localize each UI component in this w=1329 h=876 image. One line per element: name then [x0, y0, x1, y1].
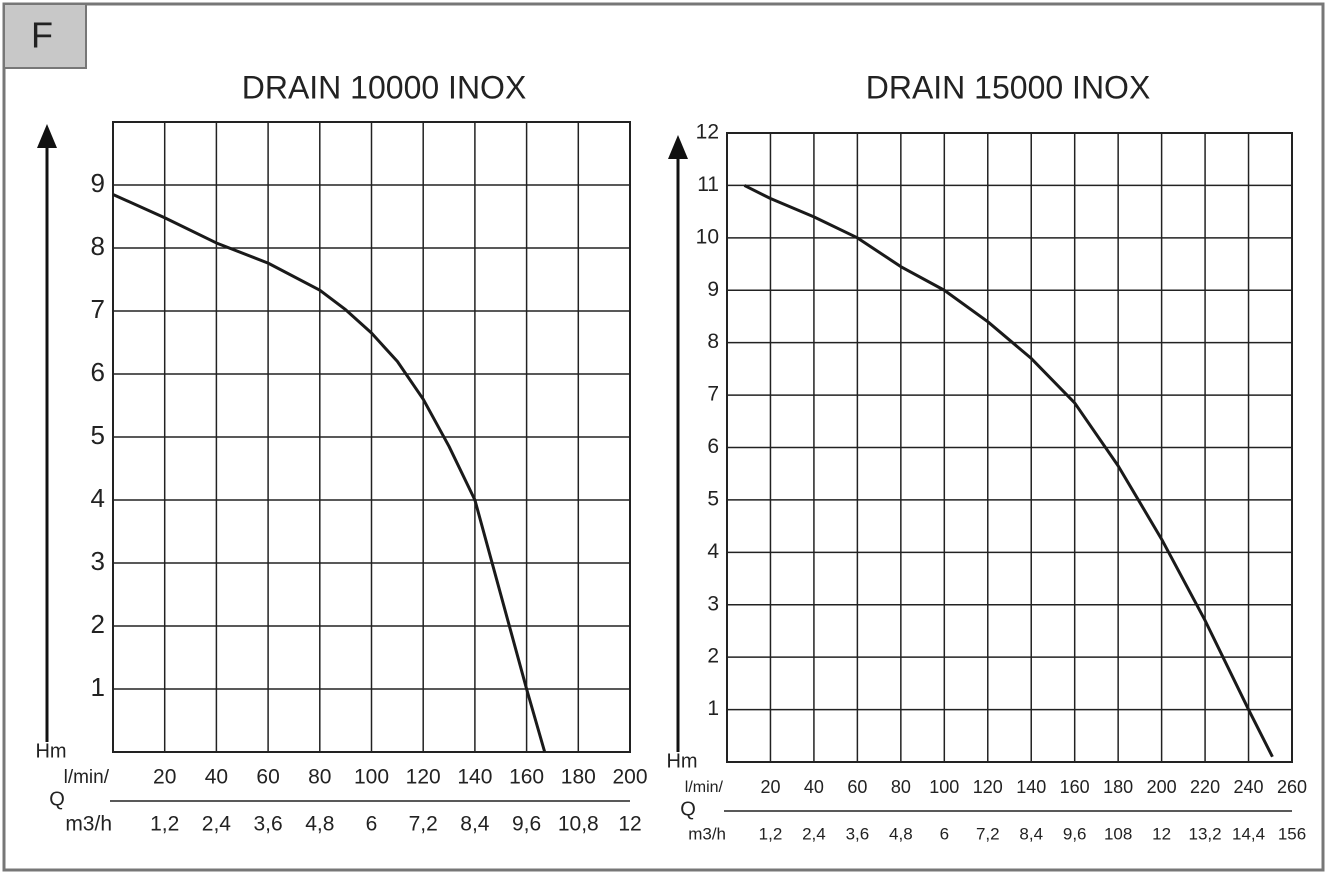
- x2-tick-label: 8,4: [1019, 824, 1043, 843]
- y-tick-label: 5: [707, 487, 719, 510]
- x-tick-label: 160: [1060, 777, 1090, 797]
- chart-title: DRAIN 15000 INOX: [866, 69, 1151, 105]
- x2-tick-label: 13,2: [1189, 824, 1222, 843]
- x2-tick-label: 9,6: [512, 813, 541, 836]
- x2-tick-label: 9,6: [1063, 824, 1087, 843]
- y-tick-label: 9: [91, 168, 105, 198]
- x-tick-label: 100: [354, 766, 389, 789]
- x2-tick-label: 12: [618, 813, 641, 836]
- x-tick-label: 80: [308, 766, 331, 789]
- y-tick-label: 10: [696, 225, 719, 248]
- x2-axis-label: m3/h: [65, 813, 112, 836]
- y-tick-label: 1: [707, 697, 719, 720]
- x2-tick-label: 7,2: [409, 813, 438, 836]
- y-tick-label: 6: [707, 435, 719, 458]
- x2-tick-label: 156: [1278, 824, 1306, 843]
- q-label: Q: [680, 798, 696, 820]
- x2-tick-label: 8,4: [460, 813, 490, 836]
- x-tick-label: 140: [1016, 777, 1046, 797]
- x-tick-label: 60: [256, 766, 279, 789]
- x-tick-label: 180: [1103, 777, 1133, 797]
- y-tick-label: 9: [707, 278, 719, 301]
- x-tick-label: 220: [1190, 777, 1220, 797]
- x-tick-label: 200: [612, 766, 647, 789]
- x2-axis-label: m3/h: [688, 824, 726, 843]
- x-tick-label: 40: [205, 766, 228, 789]
- x2-tick-label: 108: [1104, 824, 1132, 843]
- y-tick-label: 3: [91, 546, 105, 576]
- badge: F: [31, 15, 53, 56]
- y-tick-label: 7: [707, 383, 719, 406]
- y-arrow-head: [37, 124, 57, 148]
- x2-tick-label: 10,8: [558, 813, 599, 836]
- x2-tick-label: 2,4: [802, 824, 826, 843]
- x-axis-label: l/min/: [685, 779, 724, 796]
- x2-tick-label: 4,8: [889, 824, 913, 843]
- x2-tick-label: 3,6: [253, 813, 282, 836]
- x2-tick-label: 6: [366, 813, 378, 836]
- x-tick-label: 120: [973, 777, 1003, 797]
- x2-tick-label: 7,2: [976, 824, 1000, 843]
- x2-tick-label: 14,4: [1232, 824, 1265, 843]
- y-tick-label: 11: [697, 173, 719, 196]
- x-tick-label: 180: [561, 766, 596, 789]
- x-tick-label: 160: [509, 766, 544, 789]
- x2-tick-label: 12: [1152, 824, 1171, 843]
- y-tick-label: 4: [707, 540, 719, 563]
- x2-tick-label: 2,4: [202, 813, 232, 836]
- y-tick-label: 7: [91, 294, 105, 324]
- y-axis-label: Hm: [666, 750, 697, 772]
- curve: [743, 184, 1274, 758]
- chart-title: DRAIN 10000 INOX: [242, 69, 527, 105]
- x-tick-label: 200: [1147, 777, 1177, 797]
- y-tick-label: 6: [91, 357, 105, 387]
- x-tick-label: 40: [804, 777, 824, 797]
- y-tick-label: 2: [707, 645, 719, 668]
- x-tick-label: 240: [1234, 777, 1264, 797]
- x-tick-label: 260: [1277, 777, 1307, 797]
- y-tick-label: 4: [91, 483, 105, 513]
- x2-tick-label: 4,8: [305, 813, 334, 836]
- x2-tick-label: 3,6: [846, 824, 870, 843]
- y-tick-label: 1: [91, 672, 105, 702]
- y-tick-label: 8: [91, 231, 105, 261]
- x-tick-label: 60: [847, 777, 867, 797]
- x-tick-label: 20: [153, 766, 176, 789]
- x2-tick-label: 1,2: [150, 813, 179, 836]
- y-axis-label: Hm: [35, 740, 66, 762]
- badge-box: [3, 3, 87, 69]
- x-axis-label: l/min/: [64, 767, 110, 788]
- y-arrow-head: [668, 135, 688, 159]
- x2-tick-label: 6: [940, 824, 949, 843]
- x-tick-label: 140: [457, 766, 492, 789]
- y-tick-label: 5: [91, 420, 105, 450]
- x-tick-label: 100: [929, 777, 959, 797]
- y-tick-label: 2: [91, 609, 105, 639]
- q-label: Q: [49, 788, 65, 810]
- curve: [112, 193, 547, 753]
- x-tick-label: 80: [891, 777, 911, 797]
- y-tick-label: 8: [707, 330, 719, 353]
- y-tick-label: 3: [707, 592, 719, 615]
- x-tick-label: 120: [406, 766, 441, 789]
- x2-tick-label: 1,2: [759, 824, 783, 843]
- y-tick-label: 12: [696, 121, 719, 144]
- x-tick-label: 20: [760, 777, 780, 797]
